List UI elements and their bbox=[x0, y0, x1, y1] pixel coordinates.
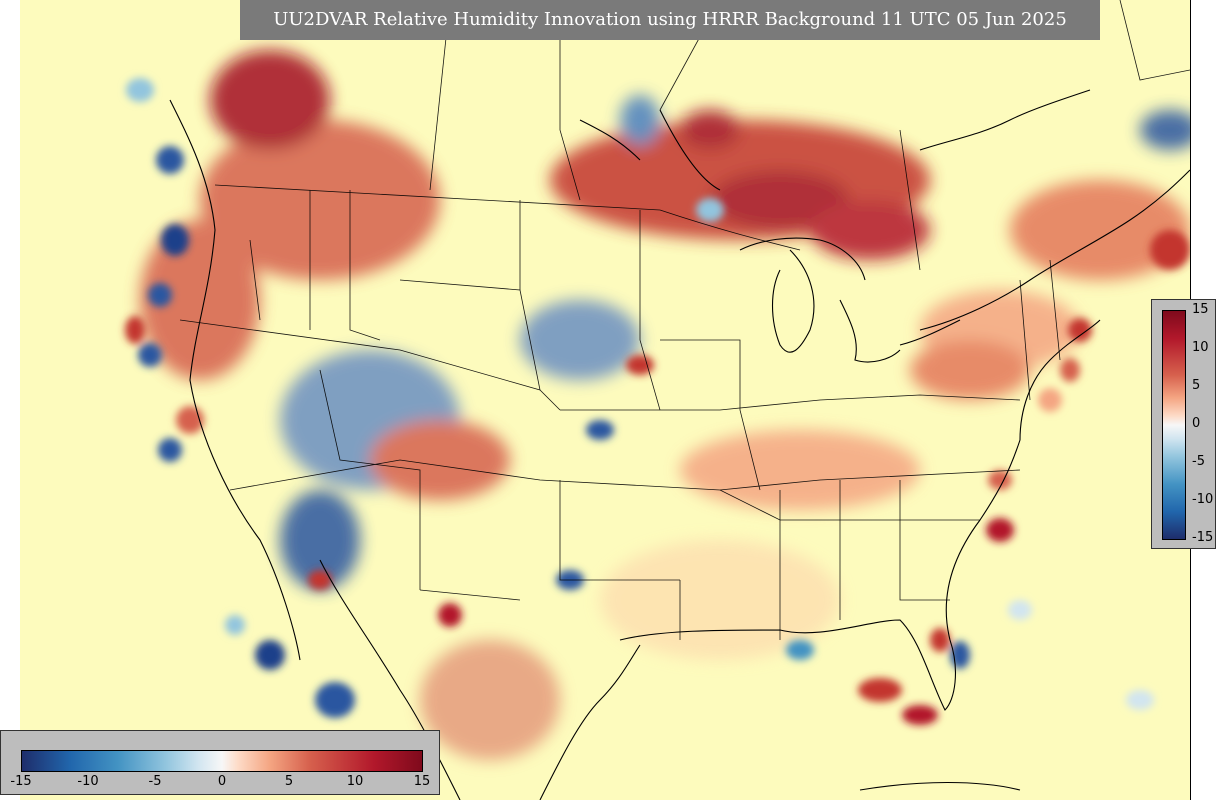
vertical-colorbar-tick: 5 bbox=[1192, 378, 1201, 393]
map-title: UU2DVAR Relative Humidity Innovation usi… bbox=[240, 0, 1100, 40]
vertical-colorbar-tick: -15 bbox=[1192, 530, 1214, 545]
horizontal-colorbar-tick: -5 bbox=[148, 774, 162, 789]
horizontal-colorbar-tick: 5 bbox=[284, 774, 294, 789]
horizontal-colorbar-tick: 0 bbox=[217, 774, 227, 789]
humidity-innovation-field bbox=[20, 0, 1190, 800]
border-lines bbox=[179, 0, 1190, 640]
map-area bbox=[20, 0, 1190, 800]
horizontal-colorbar-tick: 15 bbox=[413, 774, 431, 789]
horizontal-colorbar-tick: 10 bbox=[346, 774, 364, 789]
vertical-colorbar-tick: -10 bbox=[1192, 492, 1214, 507]
vertical-colorbar-tick: 10 bbox=[1192, 340, 1209, 355]
vertical-colorbar-tick: -5 bbox=[1192, 454, 1205, 469]
vertical-colorbar-tick: 0 bbox=[1192, 416, 1201, 431]
vertical-colorbar-tick: 15 bbox=[1192, 302, 1209, 317]
horizontal-colorbar: -15 -10 -5 0 5 10 15 bbox=[0, 730, 440, 795]
horizontal-colorbar-tick: -15 bbox=[10, 774, 32, 789]
coastline-lines bbox=[169, 89, 1190, 800]
vertical-colorbar-gradient bbox=[1162, 310, 1186, 540]
vertical-colorbar: 15 10 5 0 -5 -10 -15 bbox=[1151, 299, 1216, 549]
horizontal-colorbar-gradient bbox=[21, 750, 423, 772]
horizontal-colorbar-tick: -10 bbox=[77, 774, 99, 789]
